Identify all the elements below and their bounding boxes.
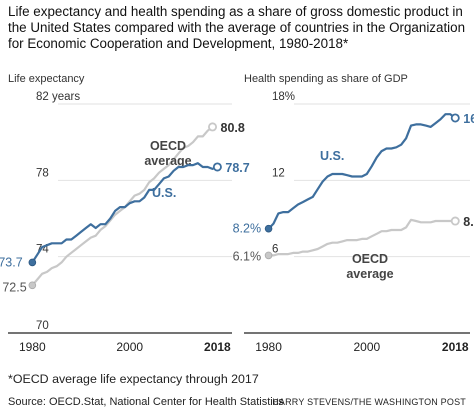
oecd-line bbox=[31, 126, 214, 287]
x-tick-label: 1980 bbox=[255, 340, 282, 354]
end-value-label: 80.8 bbox=[221, 121, 245, 135]
credit-line: HARRY STEVENS/THE WASHINGTON POST bbox=[272, 397, 466, 407]
series-label: average bbox=[346, 267, 393, 281]
end-value-label: 78.7 bbox=[225, 161, 249, 175]
y-axis-label: Health spending as share of GDP bbox=[244, 73, 408, 85]
series-label: average bbox=[144, 154, 191, 168]
y-tick-label: 82 years bbox=[36, 91, 80, 103]
us-line bbox=[267, 113, 456, 230]
start-value-label: 73.7 bbox=[0, 255, 23, 269]
us-start-point bbox=[28, 258, 37, 267]
end-value-label: 8.8% bbox=[463, 215, 474, 229]
footnote: *OECD average life expectancy through 20… bbox=[8, 372, 259, 386]
oecd-start-point bbox=[264, 251, 273, 260]
us-start-point bbox=[264, 224, 273, 233]
oecd-line bbox=[268, 218, 456, 257]
oecd-end-point bbox=[208, 122, 218, 132]
x-tick-label: 2000 bbox=[353, 340, 380, 354]
start-value-label: 8.2% bbox=[233, 222, 262, 236]
chart-title: Life expectancy and health spending as a… bbox=[8, 4, 466, 51]
y-tick-label: 6 bbox=[272, 244, 278, 256]
x-tick-label: 2018 bbox=[442, 340, 469, 354]
x-tick-label: 2018 bbox=[204, 340, 231, 354]
series-label: OECD bbox=[150, 139, 186, 153]
us-end-point bbox=[212, 162, 222, 172]
oecd-end-point bbox=[450, 216, 460, 226]
series-label: OECD bbox=[352, 252, 388, 266]
start-value-label: 72.5 bbox=[2, 280, 26, 294]
health-spending-chart: Health spending as share of GDP 18% 12 6 198… bbox=[233, 73, 474, 354]
source-note: Source: OECD.Stat, National Center for H… bbox=[8, 396, 284, 408]
y-tick-label: 70 bbox=[36, 320, 49, 332]
y-axis-label: Life expectancy bbox=[8, 73, 85, 85]
us-end-point bbox=[450, 113, 460, 123]
start-value-label: 6.1% bbox=[233, 249, 262, 263]
series-label: U.S. bbox=[152, 186, 176, 200]
y-tick-label: 78 bbox=[36, 167, 49, 179]
end-value-label: 16.9% bbox=[463, 112, 474, 126]
y-tick-label: 18% bbox=[272, 91, 295, 103]
y-tick-label: 12 bbox=[272, 167, 285, 179]
oecd-start-point bbox=[28, 281, 37, 290]
x-tick-label: 1980 bbox=[19, 340, 46, 354]
us-line bbox=[31, 162, 218, 263]
x-tick-label: 2000 bbox=[116, 340, 143, 354]
series-label: U.S. bbox=[320, 149, 344, 163]
